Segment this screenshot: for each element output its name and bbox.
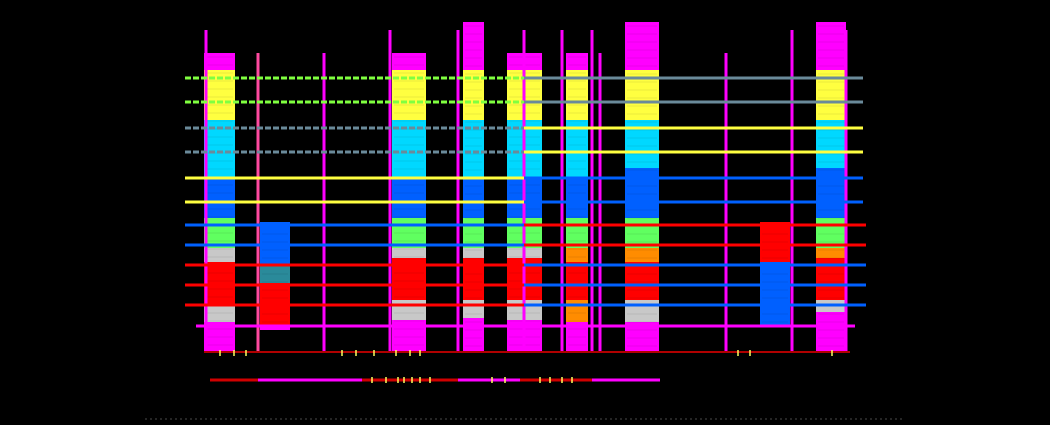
column-1 [204, 53, 235, 352]
column-2-band-teal [260, 265, 290, 283]
column-8 [760, 222, 790, 325]
column-7 [625, 22, 659, 352]
column-3-band-gray [392, 300, 426, 320]
column-4-band-yellow [463, 70, 484, 120]
column-7-band-orange [625, 248, 659, 262]
column-2 [260, 222, 290, 330]
column-4-band-red [463, 258, 484, 300]
column-6-band-magenta [566, 322, 588, 352]
column-4-band-gray [463, 248, 484, 258]
column-7-band-magenta [625, 22, 659, 70]
column-4-band-blue [463, 178, 484, 218]
column-1-band-gray [204, 248, 235, 262]
column-7-band-blue [625, 168, 659, 218]
column-6-band-blue [566, 178, 588, 218]
column-4-band-gray [463, 300, 484, 318]
column-9-band-green [816, 218, 846, 248]
column-1-band-cyan [204, 120, 235, 178]
column-3-band-green [392, 218, 426, 248]
timeline-group [210, 377, 660, 383]
column-8-band-red [760, 222, 790, 262]
column-4 [463, 22, 484, 352]
column-3-band-gray [392, 248, 426, 258]
column-4-band-magenta [463, 318, 484, 352]
column-1-band-blue [204, 178, 235, 218]
column-1-band-green [204, 218, 235, 248]
column-3-band-cyan [392, 120, 426, 178]
column-6-band-red [566, 262, 588, 300]
column-7-band-gray [625, 300, 659, 322]
column-9 [816, 22, 846, 352]
column-7-band-red [625, 262, 659, 300]
column-6-band-orange [566, 300, 588, 322]
column-6-band-orange [566, 248, 588, 262]
segments-group [524, 76, 866, 307]
column-9-band-magenta [816, 312, 846, 352]
column-7-band-green [625, 218, 659, 248]
column-4-band-cyan [463, 120, 484, 178]
column-4-band-magenta [463, 22, 484, 70]
column-1-band-gray [204, 305, 235, 322]
column-9-band-orange [816, 248, 846, 258]
column-3-band-blue [392, 178, 426, 218]
column-3-band-magenta [392, 53, 426, 70]
baseline-group [145, 350, 905, 420]
column-6-band-yellow [566, 70, 588, 120]
column-8-band-blue [760, 262, 790, 325]
column-9-band-blue [816, 168, 846, 218]
column-6-band-magenta [566, 53, 588, 70]
column-1-band-magenta [204, 53, 235, 70]
horizontal-lines-group [185, 76, 863, 328]
column-6-band-cyan [566, 120, 588, 178]
column-9-band-magenta [816, 22, 846, 70]
column-3 [392, 53, 426, 352]
